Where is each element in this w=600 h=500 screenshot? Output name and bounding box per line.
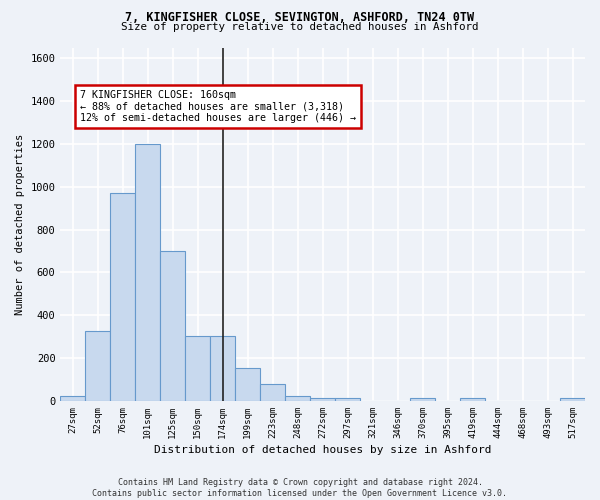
Y-axis label: Number of detached properties: Number of detached properties (15, 134, 25, 315)
Bar (460, 398, 485, 401)
Text: 7, KINGFISHER CLOSE, SEVINGTON, ASHFORD, TN24 0TW: 7, KINGFISHER CLOSE, SEVINGTON, ASHFORD,… (125, 11, 475, 24)
Bar (110, 193, 136, 401)
Bar (61, 396, 85, 401)
Bar (335, 398, 360, 401)
Bar (560, 398, 585, 401)
Text: Size of property relative to detached houses in Ashford: Size of property relative to detached ho… (121, 22, 479, 32)
Bar (85, 332, 110, 401)
X-axis label: Distribution of detached houses by size in Ashford: Distribution of detached houses by size … (154, 445, 491, 455)
Bar (285, 396, 310, 401)
Bar (210, 336, 235, 401)
Text: 7 KINGFISHER CLOSE: 160sqm
← 88% of detached houses are smaller (3,318)
12% of s: 7 KINGFISHER CLOSE: 160sqm ← 88% of deta… (80, 90, 356, 123)
Text: Contains HM Land Registry data © Crown copyright and database right 2024.
Contai: Contains HM Land Registry data © Crown c… (92, 478, 508, 498)
Bar (410, 398, 435, 401)
Bar (260, 384, 285, 401)
Bar (136, 144, 160, 401)
Bar (185, 336, 210, 401)
Bar (235, 368, 260, 401)
Bar (310, 398, 335, 401)
Bar (160, 251, 185, 401)
